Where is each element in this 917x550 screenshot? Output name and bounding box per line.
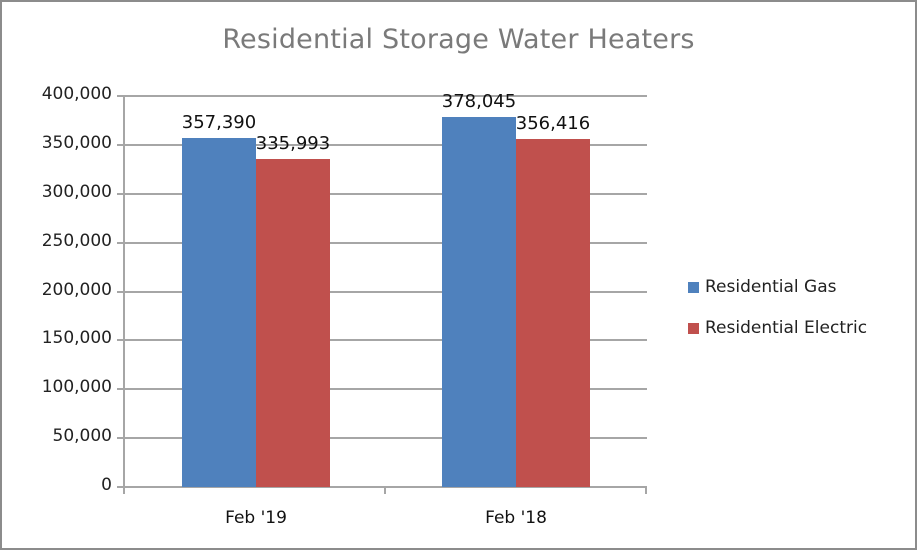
- legend-item-gas: Residential Gas: [688, 277, 837, 297]
- y-tick-label: 350,000: [41, 133, 112, 153]
- y-tick-label: 0: [101, 475, 112, 495]
- legend-label-electric: Residential Electric: [705, 318, 868, 338]
- x-tick-mark: [645, 487, 647, 494]
- gridline: [117, 193, 647, 195]
- y-tick-label: 100,000: [41, 377, 112, 397]
- gridline: [117, 339, 647, 341]
- y-tick-label: 300,000: [41, 182, 112, 202]
- legend-swatch-gas-icon: [688, 281, 699, 293]
- gridline: [117, 388, 647, 390]
- bar-residential-gas: [182, 137, 256, 487]
- legend-label-gas: Residential Gas: [705, 277, 837, 297]
- chart-title: Residential Storage Water Heaters: [222, 24, 695, 55]
- x-category-label: Feb '19: [225, 508, 287, 528]
- legend-swatch-electric-icon: [688, 322, 699, 334]
- legend-item-electric: Residential Electric: [688, 318, 867, 338]
- data-label: 335,993: [255, 132, 331, 154]
- gridline: [117, 95, 647, 97]
- data-label: 356,416: [515, 112, 591, 134]
- y-tick-label: 50,000: [52, 426, 112, 446]
- gridline: [117, 242, 647, 244]
- x-tick-mark: [384, 487, 386, 494]
- y-axis-line: [123, 96, 125, 492]
- y-tick-label: 400,000: [41, 84, 112, 104]
- bar-residential-gas: [442, 117, 516, 487]
- x-tick-mark: [123, 487, 125, 494]
- data-label: 357,390: [181, 111, 257, 133]
- y-tick-label: 200,000: [41, 280, 112, 300]
- y-tick-label: 150,000: [41, 328, 112, 348]
- data-label: 378,045: [441, 91, 517, 113]
- bar-residential-electric: [256, 158, 330, 487]
- gridline: [117, 144, 647, 146]
- x-category-label: Feb '18: [485, 508, 547, 528]
- gridline: [117, 486, 647, 488]
- gridline: [117, 291, 647, 293]
- y-tick-label: 250,000: [41, 231, 112, 251]
- bar-residential-electric: [516, 138, 590, 487]
- gridline: [117, 437, 647, 439]
